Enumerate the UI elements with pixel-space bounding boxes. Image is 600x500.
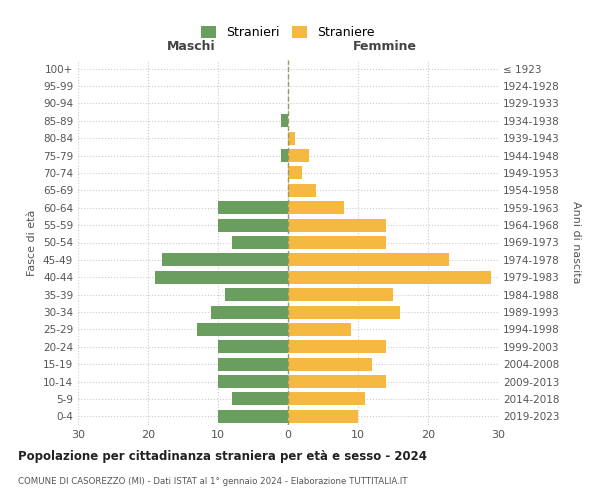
Bar — [281, 114, 288, 128]
Bar — [288, 375, 386, 388]
Bar — [288, 184, 316, 197]
Bar — [288, 254, 449, 266]
Bar — [288, 149, 309, 162]
Text: Maschi: Maschi — [167, 40, 216, 52]
Bar — [155, 270, 288, 284]
Bar — [211, 306, 288, 318]
Bar — [218, 218, 288, 232]
Text: COMUNE DI CASOREZZO (MI) - Dati ISTAT al 1° gennaio 2024 - Elaborazione TUTTITAL: COMUNE DI CASOREZZO (MI) - Dati ISTAT al… — [18, 478, 407, 486]
Bar — [288, 323, 351, 336]
Bar — [218, 358, 288, 370]
Bar — [218, 375, 288, 388]
Y-axis label: Anni di nascita: Anni di nascita — [571, 201, 581, 284]
Y-axis label: Fasce di età: Fasce di età — [28, 210, 37, 276]
Bar — [288, 340, 386, 353]
Bar — [288, 218, 386, 232]
Bar — [197, 323, 288, 336]
Bar — [288, 201, 344, 214]
Bar — [288, 166, 302, 179]
Bar — [218, 201, 288, 214]
Bar — [225, 288, 288, 301]
Text: Femmine: Femmine — [353, 40, 416, 52]
Bar — [288, 410, 358, 423]
Bar — [288, 358, 372, 370]
Legend: Stranieri, Straniere: Stranieri, Straniere — [197, 22, 379, 43]
Bar — [288, 306, 400, 318]
Text: Popolazione per cittadinanza straniera per età e sesso - 2024: Popolazione per cittadinanza straniera p… — [18, 450, 427, 463]
Bar — [288, 132, 295, 144]
Bar — [162, 254, 288, 266]
Bar — [288, 392, 365, 406]
Bar — [288, 288, 393, 301]
Bar — [232, 236, 288, 249]
Bar — [288, 270, 491, 284]
Bar — [232, 392, 288, 406]
Bar — [288, 236, 386, 249]
Bar — [218, 410, 288, 423]
Bar — [218, 340, 288, 353]
Bar — [281, 149, 288, 162]
